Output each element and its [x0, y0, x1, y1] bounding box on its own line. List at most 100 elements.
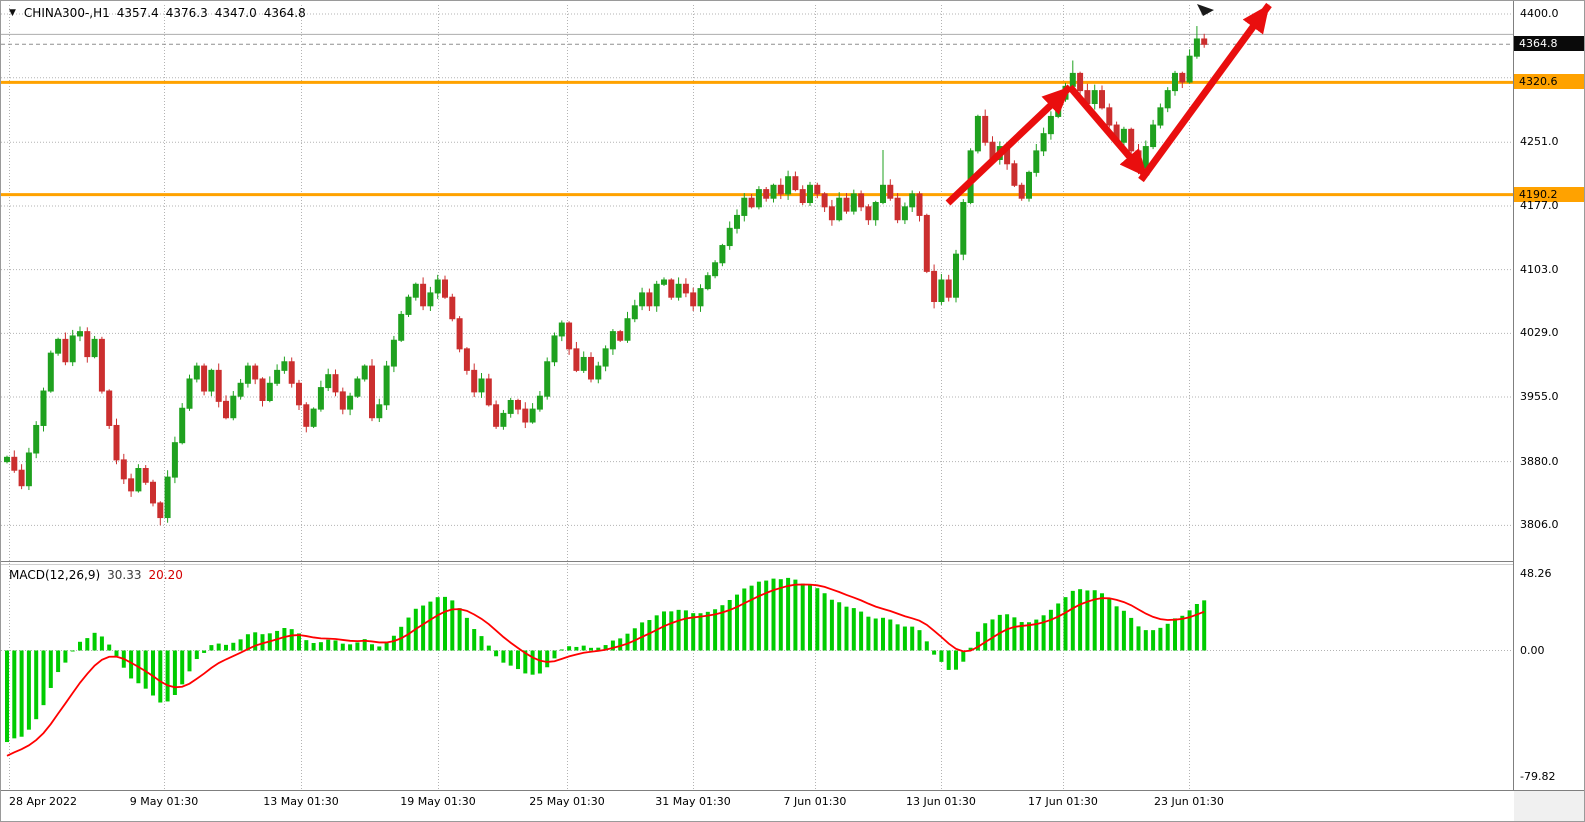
macd-bar [370, 644, 374, 651]
time-label: 9 May 01:30 [129, 795, 199, 808]
macd-bar [1085, 590, 1090, 651]
macd-bar [1180, 615, 1185, 651]
candle-body [339, 391, 346, 410]
trend-arrow[interactable] [1067, 84, 1150, 180]
macd-bar [749, 585, 754, 651]
candle-body [106, 390, 113, 426]
macd-bar [902, 626, 907, 651]
candle-body [274, 369, 281, 384]
macd-bar [698, 613, 703, 651]
price-tick: 3806.0 [1520, 518, 1559, 532]
candle-body [558, 322, 565, 337]
candle-body [405, 296, 412, 315]
candle-body [894, 197, 901, 221]
macd-tick: 48.26 [1520, 567, 1552, 580]
price-tick: 3955.0 [1520, 390, 1559, 404]
macd-bar [1078, 589, 1083, 651]
macd-bar [362, 639, 367, 651]
macd-bar [1143, 630, 1148, 651]
trend-arrows[interactable] [945, 2, 1272, 206]
candle-body [288, 361, 295, 384]
macd-histogram [5, 577, 1207, 743]
candle-body [1011, 163, 1018, 186]
macd-bar [289, 629, 294, 651]
macd-bar [618, 638, 623, 651]
price-axis[interactable]: 4320.6 4190.2 4364.8 4400.0 4251.0 4177.0 4… [1514, 1, 1584, 790]
macd-bar [340, 643, 345, 651]
macd-bar [691, 613, 696, 651]
candle-body [150, 481, 156, 504]
macd-bar [1056, 603, 1061, 651]
macd-bar [1114, 606, 1119, 651]
macd-bar [172, 650, 177, 695]
macd-bar [5, 650, 9, 743]
candle-body [230, 395, 237, 419]
macd-bar [954, 650, 958, 670]
macd-bar [537, 650, 542, 674]
candle-body [566, 322, 573, 350]
candle-body [398, 313, 405, 341]
macd-bar [720, 605, 725, 651]
macd-bar [245, 634, 250, 651]
candle-body [266, 382, 273, 401]
candle-body [814, 184, 821, 195]
macd-bar [632, 628, 637, 651]
trend-arrow[interactable] [945, 84, 1073, 206]
macd-bar [48, 650, 53, 688]
time-label: 28 Apr 2022 [9, 795, 78, 808]
macd-bar [1027, 622, 1031, 651]
macd-bar [70, 650, 75, 652]
macd-bar [1063, 597, 1068, 651]
macd-signal-value: 20.20 [148, 568, 183, 582]
candle-body [383, 365, 390, 406]
macd-bar [224, 644, 228, 651]
candle-body [1040, 133, 1047, 152]
candle-body [1172, 72, 1178, 92]
candle-body [186, 378, 193, 409]
candle-body [427, 292, 434, 307]
candle-body [40, 390, 47, 426]
cursor-pointer-icon [1197, 4, 1214, 16]
candle-body [310, 408, 317, 427]
candle-body [653, 283, 660, 307]
candle-body [1186, 55, 1193, 83]
collapse-triangle-icon[interactable]: ▼ [9, 8, 16, 18]
macd-bar [983, 623, 988, 651]
candle-body [953, 253, 959, 298]
candle-body [945, 279, 952, 298]
macd-bar [282, 628, 287, 651]
candle-body [1047, 115, 1054, 135]
macd-bar [297, 633, 301, 651]
candle-body [792, 176, 799, 191]
price-tick: 4400.0 [1520, 7, 1559, 20]
candle-body [91, 338, 98, 358]
candle-body [1164, 90, 1171, 109]
macd-bar [530, 650, 535, 675]
macd-bar [1151, 630, 1156, 651]
candle-body [1128, 128, 1135, 152]
price-tick: 4103.0 [1520, 262, 1559, 276]
macd-bar [435, 597, 440, 651]
macd-bar [815, 588, 820, 651]
candle-body [507, 399, 514, 414]
candle-body [741, 197, 748, 216]
candle-body [529, 408, 536, 423]
candle-body [332, 374, 339, 393]
macd-bar [713, 609, 718, 651]
candle-body [500, 412, 507, 427]
macd-bar [800, 583, 805, 651]
macd-bar [355, 642, 360, 651]
candle-body [1157, 107, 1164, 126]
grid-layer [1, 5, 1513, 790]
trend-arrow[interactable] [1138, 2, 1272, 183]
candles-layer [4, 26, 1208, 526]
candle-body [522, 408, 529, 423]
candle-body [661, 279, 667, 285]
macd-bar [450, 600, 455, 651]
candle-body [755, 189, 762, 208]
macd-bar [12, 650, 17, 739]
price-tick: 4251.0 [1520, 135, 1559, 149]
time-axis[interactable]: 28 Apr 2022 9 May 01:30 13 May 01:30 19 May… [1, 791, 1584, 821]
